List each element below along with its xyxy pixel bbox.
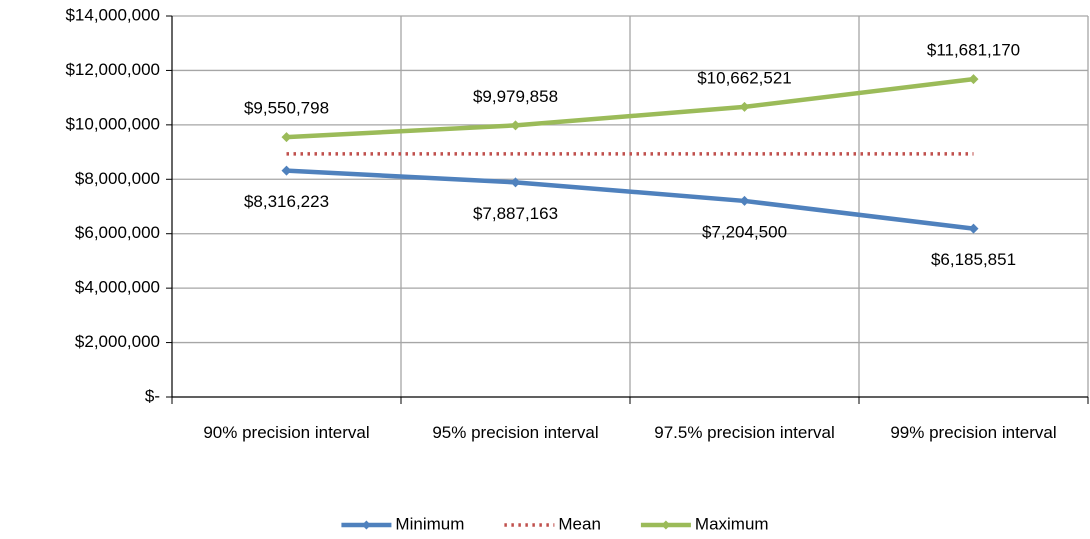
x-tick-label: 97.5% precision interval [654,423,835,442]
point-marker [968,74,979,85]
point-marker [281,132,292,143]
y-tick-label: $6,000,000 [75,223,160,242]
y-tick-label: $12,000,000 [65,60,160,79]
data-label: $9,979,858 [473,87,558,106]
y-tick-label: $4,000,000 [75,278,160,297]
point-marker [281,165,292,176]
y-tick-label: $14,000,000 [65,5,160,24]
data-label: $6,185,851 [931,250,1016,269]
legend-marker [661,520,671,530]
y-tick-label: $8,000,000 [75,169,160,188]
point-marker [510,177,521,188]
data-label: $9,550,798 [244,99,329,118]
series-line [286,76,974,140]
series-line [286,168,974,231]
legend-label: Maximum [695,514,769,533]
x-tick-label: 99% precision interval [890,423,1057,442]
legend-label: Minimum [395,514,464,533]
data-label: $7,887,163 [473,204,558,223]
point-marker [510,120,521,131]
y-tick-label: $2,000,000 [75,332,160,351]
x-tick-label: 90% precision interval [203,423,370,442]
y-tick-label: $10,000,000 [65,114,160,133]
point-marker [739,195,750,206]
x-tick-label: 95% precision interval [432,423,599,442]
legend-marker [361,520,371,530]
point-marker [968,223,979,234]
data-label: $7,204,500 [702,222,787,241]
legend-label: Mean [558,514,601,533]
point-marker [739,101,750,112]
data-label: $8,316,223 [244,192,329,211]
y-tick-label: $- [145,386,160,405]
data-label: $10,662,521 [697,68,792,87]
data-label: $11,681,170 [927,41,1020,60]
